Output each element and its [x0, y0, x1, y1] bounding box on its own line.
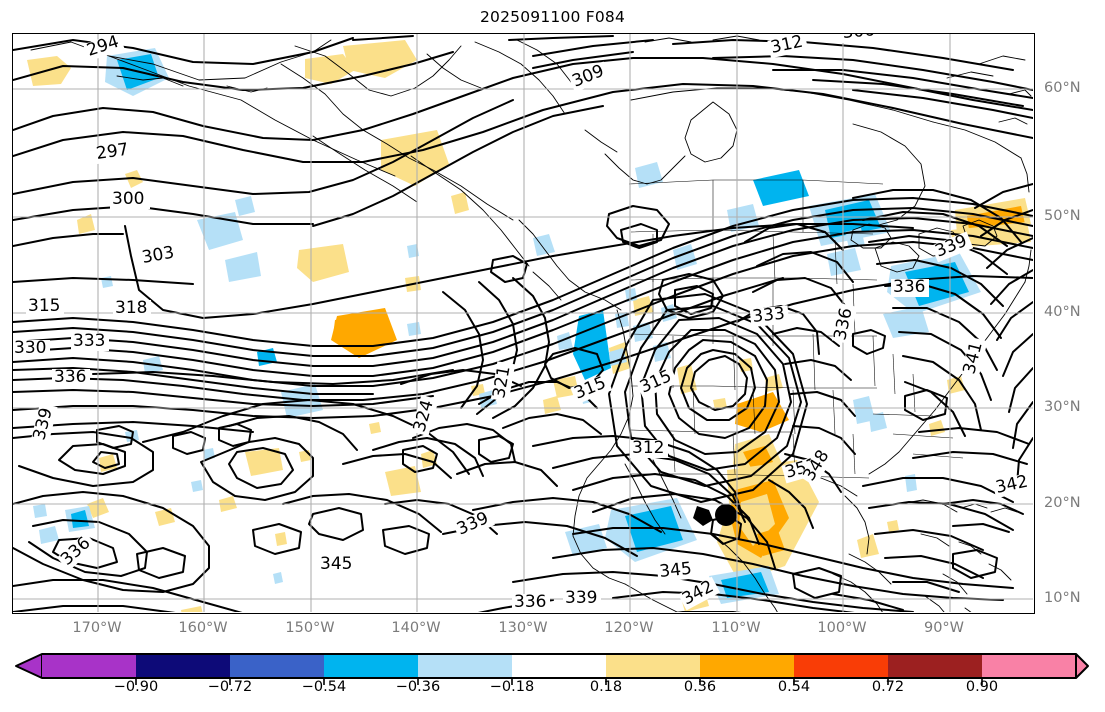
- colorbar-tick-label-7: 0.36: [683, 679, 717, 695]
- svg-text:297: 297: [95, 140, 130, 164]
- svg-text:303: 303: [140, 243, 175, 268]
- colorbar-tick-label-3: −0.54: [301, 679, 347, 695]
- lon-label-110w: 110°W: [711, 620, 761, 636]
- colorbar-extend-min: [15, 653, 43, 679]
- svg-text:333: 333: [73, 331, 105, 351]
- graticule-layer: [13, 34, 1033, 612]
- svg-text:345: 345: [320, 554, 352, 574]
- coastline-layer: [30, 35, 1032, 612]
- lon-label-160w: 160°W: [178, 620, 228, 636]
- svg-text:315: 315: [571, 373, 609, 404]
- svg-text:339: 339: [932, 231, 970, 262]
- colorbar-tick-label-1: −0.90: [113, 679, 159, 695]
- low-center-marker: [715, 504, 737, 526]
- svg-text:318: 318: [115, 298, 147, 318]
- colorbar-extend-max: [1075, 653, 1089, 679]
- lat-label-50n: 50°N: [1044, 208, 1081, 224]
- svg-text:330: 330: [14, 338, 46, 358]
- lon-label-130w: 130°W: [498, 620, 548, 636]
- colorbar-swatches: [15, 653, 1089, 679]
- lat-label-60n: 60°N: [1044, 80, 1081, 96]
- svg-text:312: 312: [632, 438, 664, 458]
- lon-label-170w: 170°W: [72, 620, 122, 636]
- svg-text:336: 336: [893, 277, 925, 297]
- figure-title: 2025091100 F084: [479, 8, 626, 26]
- colorbar-tick-label-4: −0.36: [395, 679, 441, 695]
- lon-label-150w: 150°W: [285, 620, 335, 636]
- svg-text:312: 312: [769, 34, 805, 58]
- colorbar-tick-label-9: 0.72: [871, 679, 905, 695]
- svg-text:339: 339: [29, 406, 56, 442]
- colorbar-tick-label-2: −0.72: [207, 679, 253, 695]
- svg-text:345: 345: [658, 559, 692, 582]
- colorbar-canvas[interactable]: [12, 652, 1092, 710]
- lat-label-10n: 10°N: [1044, 590, 1081, 606]
- svg-text:309: 309: [569, 61, 607, 92]
- lon-label-140w: 140°W: [391, 620, 441, 636]
- colorbar-tick-label-5: −0.18: [489, 679, 535, 695]
- map-frame: 294 297 300 303 306 309 312 315 318 315 …: [12, 33, 1035, 614]
- colorbar-ticks: [135, 678, 983, 685]
- contour-label-layer: 294 297 300 303 306 309 312 315 318 315 …: [13, 34, 1033, 612]
- lon-label-120w: 120°W: [604, 620, 654, 636]
- svg-text:333: 333: [751, 304, 785, 327]
- svg-text:342: 342: [994, 472, 1030, 498]
- lat-label-20n: 20°N: [1044, 495, 1081, 511]
- svg-text:336: 336: [54, 367, 86, 387]
- colorbar[interactable]: −0.90 −0.72 −0.54 −0.36 −0.18 0.18 0.36 …: [12, 652, 1092, 710]
- map-panel[interactable]: 294 297 300 303 306 309 312 315 318 315 …: [12, 33, 1035, 614]
- svg-text:306: 306: [842, 34, 876, 43]
- colorbar-tick-label-6: 0.18: [589, 679, 623, 695]
- lat-label-40n: 40°N: [1044, 304, 1081, 320]
- svg-text:300: 300: [112, 189, 144, 209]
- svg-text:324: 324: [410, 398, 438, 435]
- lon-label-90w: 90°W: [923, 620, 965, 636]
- lon-label-100w: 100°W: [817, 620, 867, 636]
- anomaly-shading-layer: [27, 40, 1031, 612]
- map-canvas: 294 297 300 303 306 309 312 315 318 315 …: [13, 34, 1033, 612]
- colorbar-tick-label-10: 0.90: [965, 679, 999, 695]
- contour-layer: [13, 35, 1033, 612]
- lat-label-30n: 30°N: [1044, 399, 1081, 415]
- svg-text:321: 321: [489, 364, 514, 399]
- svg-text:315: 315: [28, 296, 60, 316]
- svg-text:341: 341: [959, 340, 986, 376]
- svg-text:339: 339: [565, 588, 597, 608]
- svg-text:336: 336: [514, 592, 546, 612]
- colorbar-tick-label-8: 0.54: [777, 679, 811, 695]
